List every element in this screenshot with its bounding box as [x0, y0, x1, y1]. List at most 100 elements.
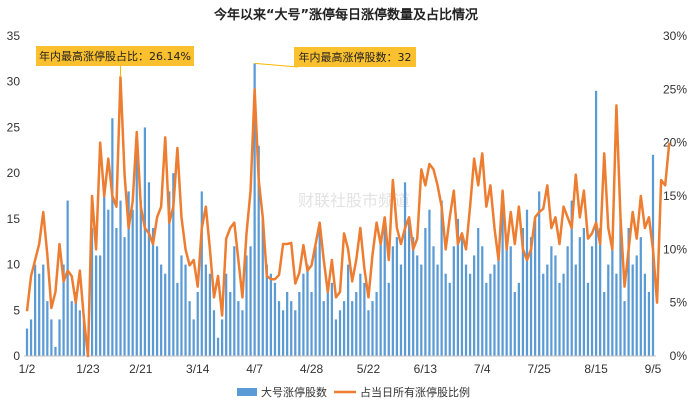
x-tick-label: 9/5 [645, 362, 662, 376]
bar [635, 255, 638, 356]
bar [322, 301, 325, 356]
bar [245, 255, 248, 356]
bar [407, 218, 411, 356]
left-tick-label: 35 [7, 29, 21, 43]
bar [172, 173, 175, 356]
bar [94, 255, 98, 356]
x-tick-label: 6/13 [414, 362, 438, 376]
bar [208, 273, 212, 356]
left-tick-label: 20 [7, 166, 21, 180]
bar [403, 182, 407, 356]
legend-line-label: 占当日所有涨停股比例 [360, 385, 470, 399]
bar [139, 200, 142, 356]
bar [34, 264, 37, 356]
x-tick-label: 7/25 [528, 362, 552, 376]
bar [269, 273, 273, 356]
bar [286, 292, 289, 356]
bar [424, 228, 427, 356]
bar [196, 292, 199, 356]
bar [611, 246, 614, 356]
bar [290, 301, 293, 356]
bar [375, 292, 378, 356]
bar [241, 310, 244, 356]
bar [399, 264, 403, 356]
legend-bar-swatch [237, 388, 257, 396]
bar [123, 237, 126, 356]
annotation-label: 年内最高涨停股占比：26.14% [39, 49, 191, 63]
bar [599, 228, 602, 356]
bar [464, 264, 468, 356]
bar [534, 218, 537, 356]
bar [383, 228, 386, 356]
bar [151, 228, 155, 356]
bar [395, 237, 399, 356]
right-tick-label: 30% [663, 29, 687, 43]
right-axis: 0% 5% 10% 15% 20% 25% 30% [663, 29, 687, 363]
bar [481, 246, 484, 356]
bar [99, 255, 102, 356]
bar [334, 319, 338, 356]
bar [107, 209, 110, 356]
bar [550, 246, 553, 356]
bar [184, 264, 187, 356]
bar [261, 218, 264, 356]
bar [70, 301, 73, 356]
bar [188, 301, 191, 356]
bar [546, 264, 549, 356]
bar-series [25, 63, 655, 357]
x-tick-label: 7/4 [474, 362, 491, 376]
bar [542, 273, 545, 356]
left-tick-label: 15 [7, 212, 21, 226]
bar [147, 182, 151, 356]
bar [131, 209, 134, 356]
x-tick-label: 2/21 [129, 362, 153, 376]
right-tick-label: 0% [670, 349, 688, 363]
bar [38, 273, 41, 356]
x-tick-label: 1/23 [76, 362, 100, 376]
right-tick-label: 5% [670, 296, 688, 310]
bar [619, 218, 622, 356]
bar [521, 228, 525, 356]
bar [562, 273, 565, 356]
bar [477, 228, 480, 356]
bar [338, 310, 342, 356]
bar [485, 282, 488, 356]
bar [233, 246, 236, 356]
bar [25, 328, 29, 356]
bar [164, 273, 167, 356]
bar [143, 127, 147, 357]
bar [200, 191, 203, 356]
bar [229, 292, 232, 356]
bar [66, 200, 69, 356]
bar [371, 301, 374, 356]
bar [493, 264, 496, 356]
bar [428, 209, 431, 356]
x-tick-label: 4/28 [300, 362, 324, 376]
bar [497, 255, 500, 356]
bar [460, 237, 464, 356]
left-tick-label: 10 [7, 258, 21, 272]
bar [119, 200, 122, 356]
bar [586, 282, 590, 356]
annotation-box [36, 46, 194, 66]
bar [558, 282, 561, 356]
bar [180, 255, 183, 356]
bar [168, 191, 171, 356]
bar [607, 264, 610, 356]
bar [192, 319, 195, 356]
bar [391, 246, 394, 356]
bar [135, 145, 138, 356]
bar [578, 237, 581, 356]
legend-bar-label: 大号涨停股数 [261, 385, 327, 399]
bar [42, 264, 45, 356]
bar [347, 264, 350, 356]
bar [253, 63, 256, 357]
bar [249, 246, 252, 356]
x-tick-label: 5/22 [357, 362, 381, 376]
bar [58, 319, 61, 356]
bar [62, 264, 65, 356]
left-tick-label: 30 [7, 75, 21, 89]
x-tick-label: 4/7 [246, 362, 263, 376]
bar [237, 301, 240, 356]
